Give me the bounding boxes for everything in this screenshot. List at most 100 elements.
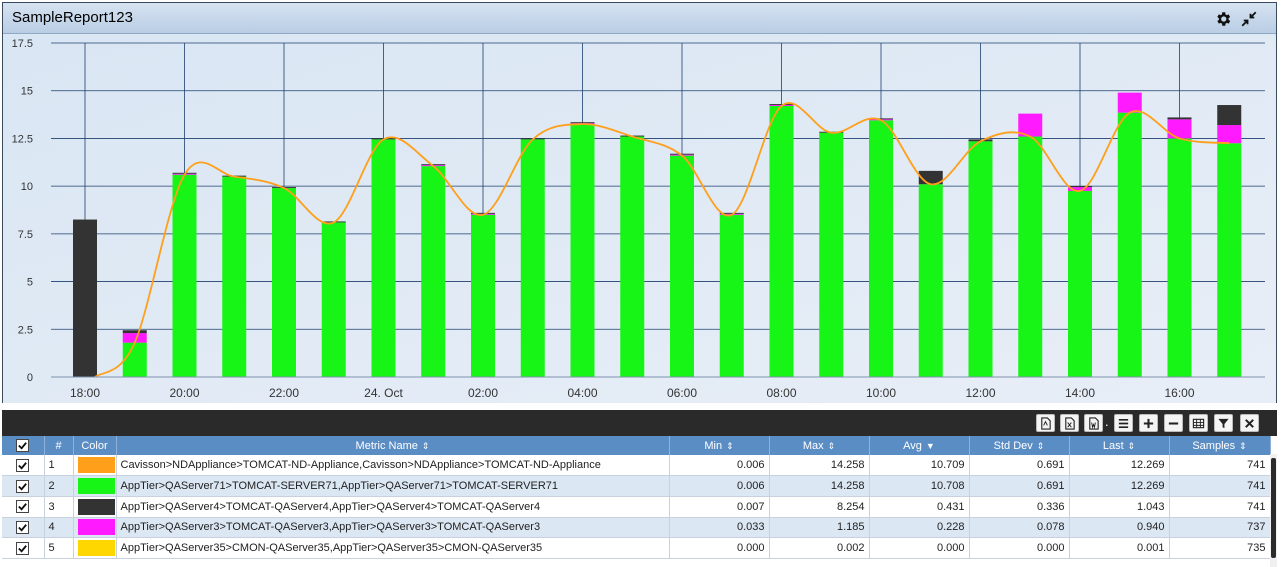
row-checkbox[interactable]	[16, 458, 30, 472]
table-row[interactable]: 1 Cavisson>NDAppliance>TOMCAT-ND-Applianc…	[2, 455, 1271, 477]
row-select-cell[interactable]	[2, 455, 45, 477]
sort-icon: ⇕	[1036, 440, 1045, 451]
export-excel-button[interactable]	[1060, 414, 1079, 432]
color-swatch[interactable]	[77, 478, 115, 495]
header-min-label: Min	[704, 439, 723, 452]
color-swatch[interactable]	[77, 519, 115, 536]
word-icon	[1089, 416, 1099, 430]
panel-title: SampleReport123	[12, 9, 133, 26]
header-metric-name[interactable]: Metric Name ⇕	[116, 436, 670, 455]
header-std-dev[interactable]: Std Dev ⇕	[969, 436, 1070, 455]
table-view-button[interactable]	[1189, 414, 1208, 432]
sort-icon: ⇕	[1127, 440, 1136, 451]
bar-segment-green	[620, 136, 645, 377]
row-select-cell[interactable]	[2, 475, 45, 497]
row-number: 2	[44, 475, 74, 497]
export-word-button[interactable]	[1084, 414, 1103, 432]
header-avg[interactable]: Avg ▼	[869, 436, 970, 455]
min-value: 0.007	[669, 496, 770, 518]
row-number: 1	[44, 455, 74, 477]
row-select-cell[interactable]	[2, 537, 45, 559]
column-list-button[interactable]	[1114, 414, 1133, 432]
color-swatch[interactable]	[77, 540, 115, 557]
row-color-cell[interactable]	[73, 496, 117, 518]
header-samples[interactable]: Samples ⇕	[1169, 436, 1271, 455]
row-color-cell[interactable]	[73, 455, 117, 477]
add-button[interactable]	[1139, 414, 1158, 432]
row-color-cell[interactable]	[73, 475, 117, 497]
header-min[interactable]: Min ⇕	[669, 436, 770, 455]
header-color[interactable]: Color	[73, 436, 117, 455]
min-value: 0.006	[669, 455, 770, 477]
x-tick-label: 12:00	[965, 386, 995, 400]
table-row[interactable]: 3 AppTier>QAServer4>TOMCAT-QAServer4,AppT…	[2, 496, 1271, 518]
row-number: 5	[44, 537, 74, 559]
bar-segment-dark	[869, 118, 893, 120]
export-pdf-button[interactable]	[1036, 414, 1055, 432]
bar-segment-green	[769, 105, 794, 378]
bar-segment-green	[1068, 190, 1092, 377]
checkmark-icon	[18, 482, 28, 491]
header-std-label: Std Dev	[993, 439, 1033, 452]
samples-value: 741	[1169, 496, 1271, 518]
row-checkbox[interactable]	[16, 479, 30, 493]
bar-segment-magenta	[122, 333, 147, 343]
std-dev-value: 0.691	[969, 455, 1070, 477]
bar-segment-green	[471, 214, 495, 377]
bar-segment-green	[1117, 112, 1142, 378]
collapse-button[interactable]	[1239, 9, 1259, 29]
x-tick-label: 08:00	[766, 386, 796, 400]
bar-segment-magenta	[1068, 187, 1092, 191]
bar-segment-dark	[1217, 105, 1242, 126]
bar-segment-dark	[73, 219, 97, 377]
excel-icon	[1065, 416, 1075, 430]
select-all-header[interactable]	[2, 436, 45, 455]
bar-segment-magenta	[1018, 113, 1043, 137]
row-color-cell[interactable]	[73, 537, 117, 559]
bar-segment-magenta	[1167, 119, 1192, 139]
bar-segment-green	[222, 176, 247, 377]
bar-segment-dark	[1068, 186, 1092, 188]
header-last[interactable]: Last ⇕	[1069, 436, 1170, 455]
table-row[interactable]: 2 AppTier>QAServer71>TOMCAT-SERVER71,AppT…	[2, 475, 1271, 497]
row-checkbox[interactable]	[16, 541, 30, 555]
gear-icon	[1217, 12, 1231, 26]
table-row[interactable]: 5 AppTier>QAServer35>CMON-QAServer35,AppT…	[2, 537, 1271, 559]
row-color-cell[interactable]	[73, 517, 117, 539]
bar-segment-green	[1167, 138, 1192, 377]
header-num[interactable]: #	[44, 436, 74, 455]
row-select-cell[interactable]	[2, 496, 45, 518]
table-scrollbar[interactable]	[1270, 454, 1277, 567]
remove-button[interactable]	[1164, 414, 1183, 432]
color-swatch[interactable]	[77, 457, 115, 474]
bar-segment-green	[520, 139, 545, 377]
filter-button[interactable]	[1214, 414, 1233, 432]
max-value: 8.254	[769, 496, 870, 518]
row-checkbox[interactable]	[16, 500, 30, 514]
scrollbar-thumb[interactable]	[1271, 458, 1276, 558]
table-row[interactable]: 4 AppTier>QAServer3>TOMCAT-QAServer3,AppT…	[2, 517, 1271, 539]
sort-desc-icon: ▼	[925, 440, 935, 451]
max-value: 0.002	[769, 537, 870, 559]
last-value: 0.001	[1069, 537, 1170, 559]
checkmark-icon	[18, 461, 28, 470]
row-checkbox[interactable]	[16, 520, 30, 534]
select-all-checkbox[interactable]	[16, 439, 30, 452]
settings-button[interactable]	[1213, 9, 1233, 29]
close-table-button[interactable]	[1240, 414, 1259, 432]
bar-segment-green	[172, 174, 197, 377]
bar-segment-dark	[122, 330, 147, 334]
minimize-arrows-icon	[1241, 11, 1257, 27]
list-icon	[1118, 418, 1129, 428]
bar-segment-dark	[719, 212, 744, 214]
std-dev-value: 0.691	[969, 475, 1070, 497]
x-tick-label: 18:00	[70, 386, 100, 400]
header-samples-label: Samples	[1192, 439, 1236, 452]
row-select-cell[interactable]	[2, 517, 45, 539]
bar-segment-green	[421, 166, 446, 377]
metric-name: AppTier>QAServer35>CMON-QAServer35,AppTi…	[116, 537, 670, 559]
header-max[interactable]: Max ⇕	[769, 436, 870, 455]
y-tick-label: 7.5	[18, 229, 33, 241]
toolbar-separator: .	[1105, 414, 1109, 429]
color-swatch[interactable]	[77, 498, 115, 515]
